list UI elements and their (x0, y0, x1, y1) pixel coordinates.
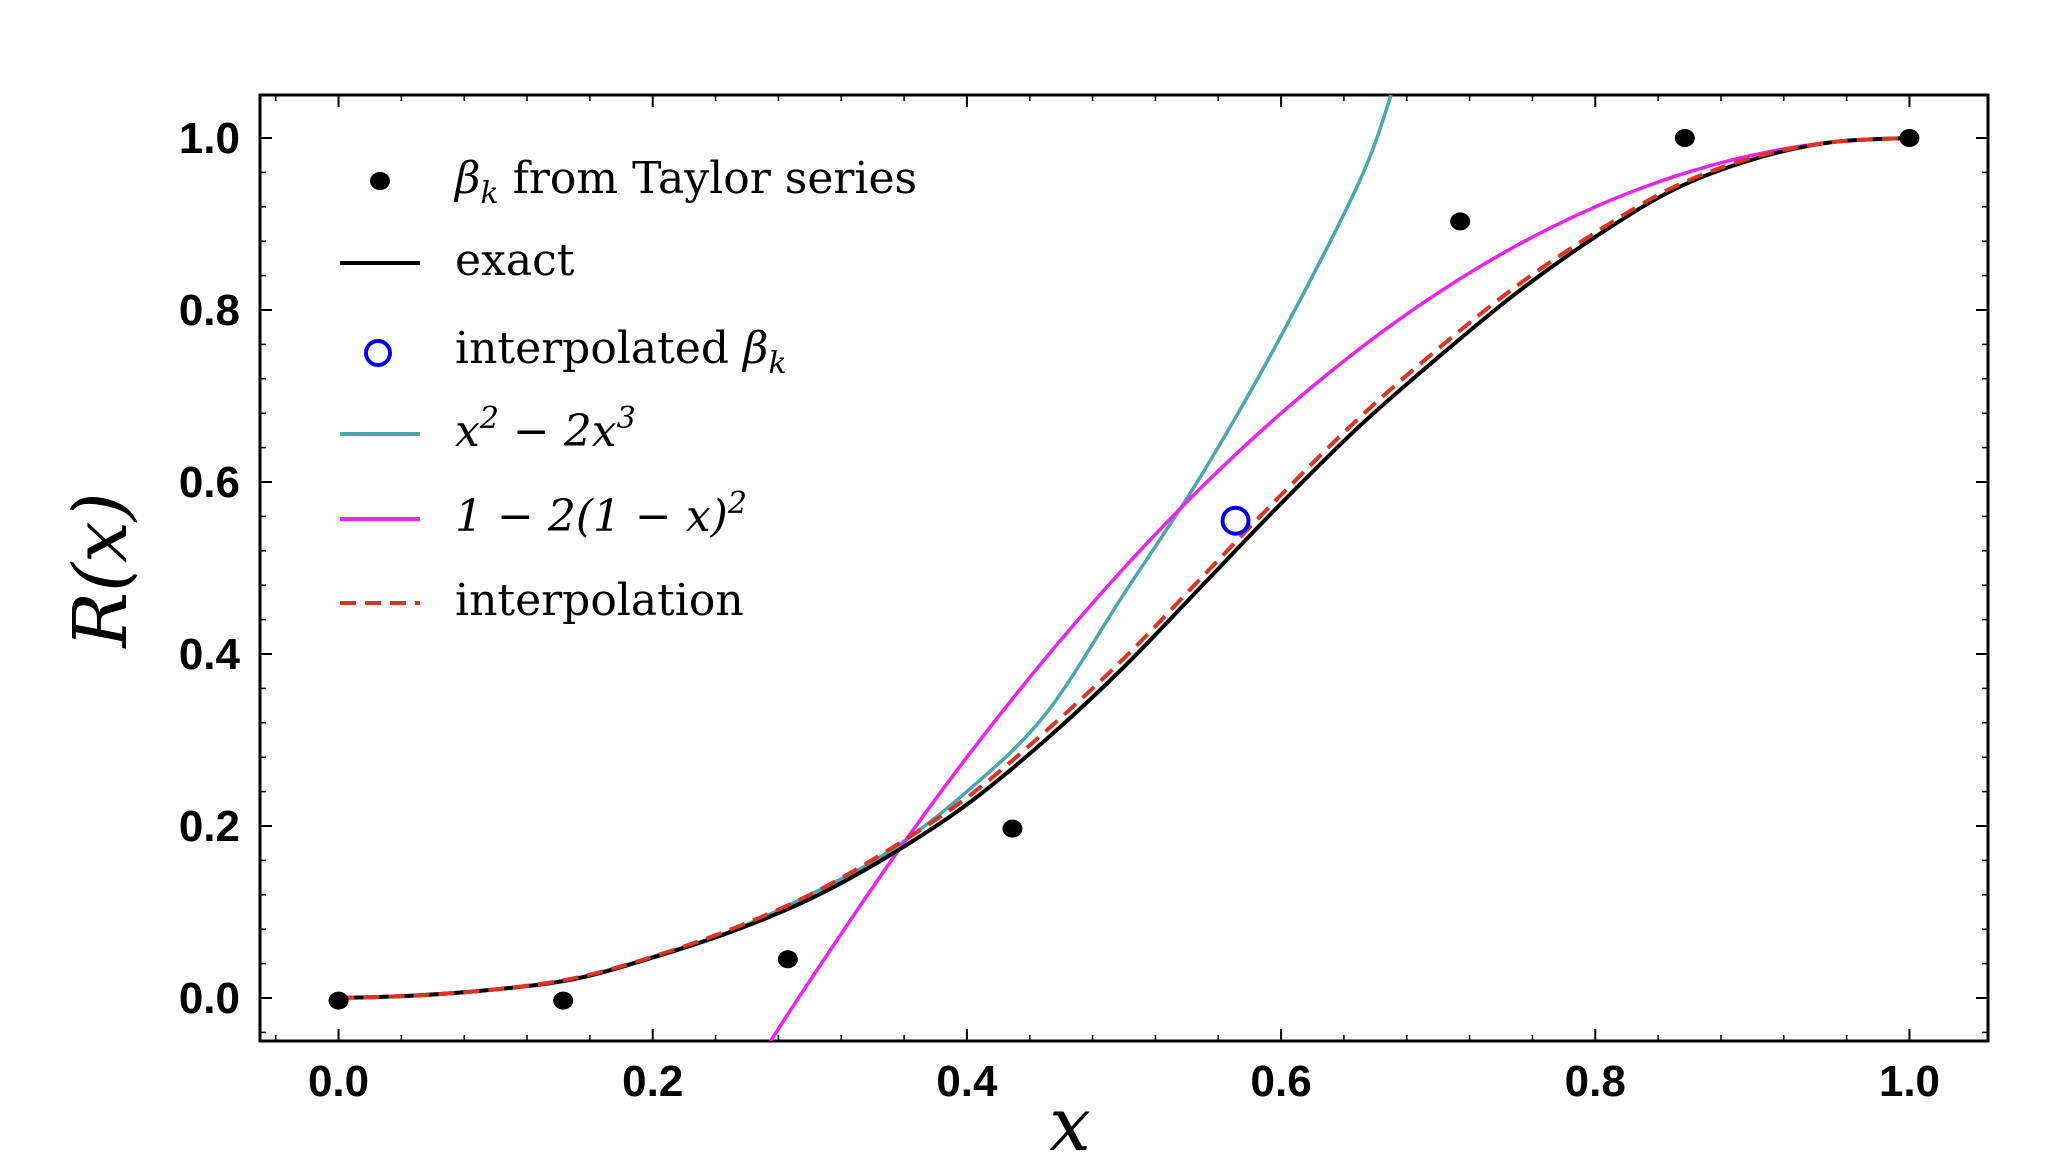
taylor-point (328, 991, 349, 1010)
y-tick-label: 0.0 (179, 974, 240, 1023)
x-tick-label: 0.6 (1251, 1057, 1312, 1106)
x-axis-label: x (1049, 1082, 1091, 1168)
taylor-point (1002, 819, 1023, 838)
taylor-point (1899, 129, 1920, 147)
series-line-interpolation (338, 136, 1910, 1000)
tick-marks (260, 95, 1988, 1041)
x-tick-label: 0.8 (1565, 1057, 1626, 1106)
y-tick-label: 1.0 (179, 114, 240, 163)
y-tick-label: 0.6 (179, 458, 240, 507)
series-line-1-2-1-x-2 (769, 136, 1910, 1041)
legend-dot-marker (370, 172, 390, 190)
x-tick-label: 0.0 (308, 1057, 369, 1106)
legend: βk from Taylor series exact interpolated β… (340, 153, 917, 626)
plot-frame (258, 93, 1990, 1043)
taylor-point (1450, 212, 1471, 231)
y-tick-label: 0.2 (179, 802, 240, 851)
legend-label-interpolated-beta: interpolated βk (455, 323, 787, 381)
y-tick-label: 0.8 (179, 286, 240, 335)
legend-label-taylor: βk from Taylor series (453, 153, 917, 211)
marker-layer (328, 129, 1920, 1010)
taylor-point (777, 950, 798, 969)
legend-label-quadratic: 1 − 2(1 − x)2 (455, 486, 747, 542)
legend-label-cubic: x2 − 2x3 (455, 401, 636, 457)
legend-open-marker (364, 339, 392, 367)
series-layer (338, 95, 1910, 1041)
tick-labels: 0.0 0.2 0.4 0.6 0.8 1.0 0.0 0.2 0.4 0.6 0.8 1.0 (179, 114, 1940, 1106)
y-tick-label: 0.4 (179, 630, 241, 679)
x-tick-label: 1.0 (1879, 1057, 1940, 1106)
x-tick-label: 0.4 (936, 1057, 998, 1106)
y-axis-label: R(x) (58, 492, 144, 649)
taylor-point (1674, 129, 1695, 147)
legend-label-interpolation: interpolation (455, 575, 744, 626)
legend-label-exact: exact (455, 235, 575, 286)
interpolated-point (1220, 505, 1251, 536)
x-tick-label: 0.2 (622, 1057, 683, 1106)
taylor-point (553, 991, 574, 1010)
